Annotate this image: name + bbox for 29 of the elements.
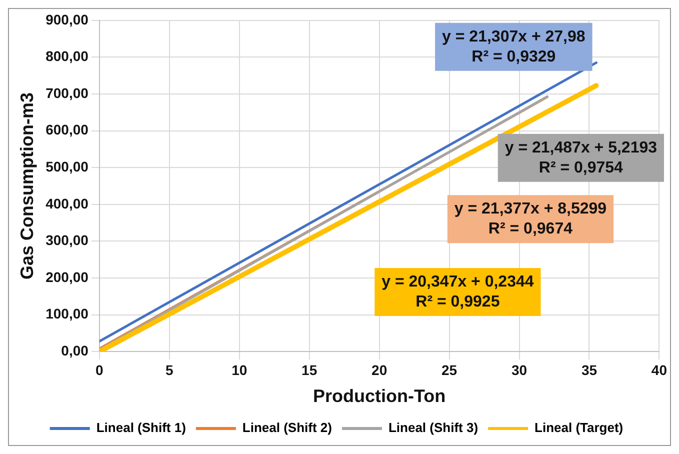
y-tick-label: 500,00 bbox=[46, 158, 89, 174]
x-tick-label: 15 bbox=[302, 362, 318, 378]
x-tick-label: 5 bbox=[165, 362, 174, 378]
x-axis-title: Production-Ton bbox=[312, 386, 446, 406]
x-tick-label: 35 bbox=[581, 362, 598, 378]
y-axis-title: Gas Consumption-m3 bbox=[16, 92, 37, 280]
y-tick-label: 600,00 bbox=[46, 122, 89, 138]
x-tick-label: 40 bbox=[651, 362, 668, 378]
x-tick-label: 20 bbox=[372, 362, 388, 378]
x-tick-label: 0 bbox=[96, 362, 104, 378]
legend-label: Lineal (Shift 3) bbox=[388, 420, 478, 436]
y-tick-label: 200,00 bbox=[46, 268, 89, 285]
legend-label: Lineal (Target) bbox=[534, 420, 624, 436]
annotation: y = 20,347x + 0,2344 R² = 0,9925 bbox=[382, 273, 534, 310]
x-tick-label: 25 bbox=[442, 362, 458, 378]
legend-label: Lineal (Shift 2) bbox=[242, 420, 332, 436]
y-tick-label: 300,00 bbox=[46, 232, 89, 248]
y-tick-label: 900,00 bbox=[46, 11, 89, 28]
annotation: y = 21,487x + 5,2193 R² = 0,9754 bbox=[504, 139, 658, 176]
legend-label: Lineal (Shift 1) bbox=[96, 420, 186, 436]
y-tick-label: 700,00 bbox=[46, 84, 89, 101]
x-tick-label: 10 bbox=[232, 362, 248, 378]
y-tick-label: 400,00 bbox=[46, 195, 89, 212]
annotation: y = 21,377x + 8,5299 R² = 0,9674 bbox=[454, 200, 607, 238]
x-tick-label: 30 bbox=[511, 362, 528, 378]
annotation: y = 21,307x + 27,98 R² = 0,9329 bbox=[442, 28, 586, 66]
y-tick-label: 100,00 bbox=[46, 306, 89, 322]
y-tick-label: 800,00 bbox=[46, 48, 89, 64]
y-tick-label: 0,00 bbox=[61, 342, 89, 358]
